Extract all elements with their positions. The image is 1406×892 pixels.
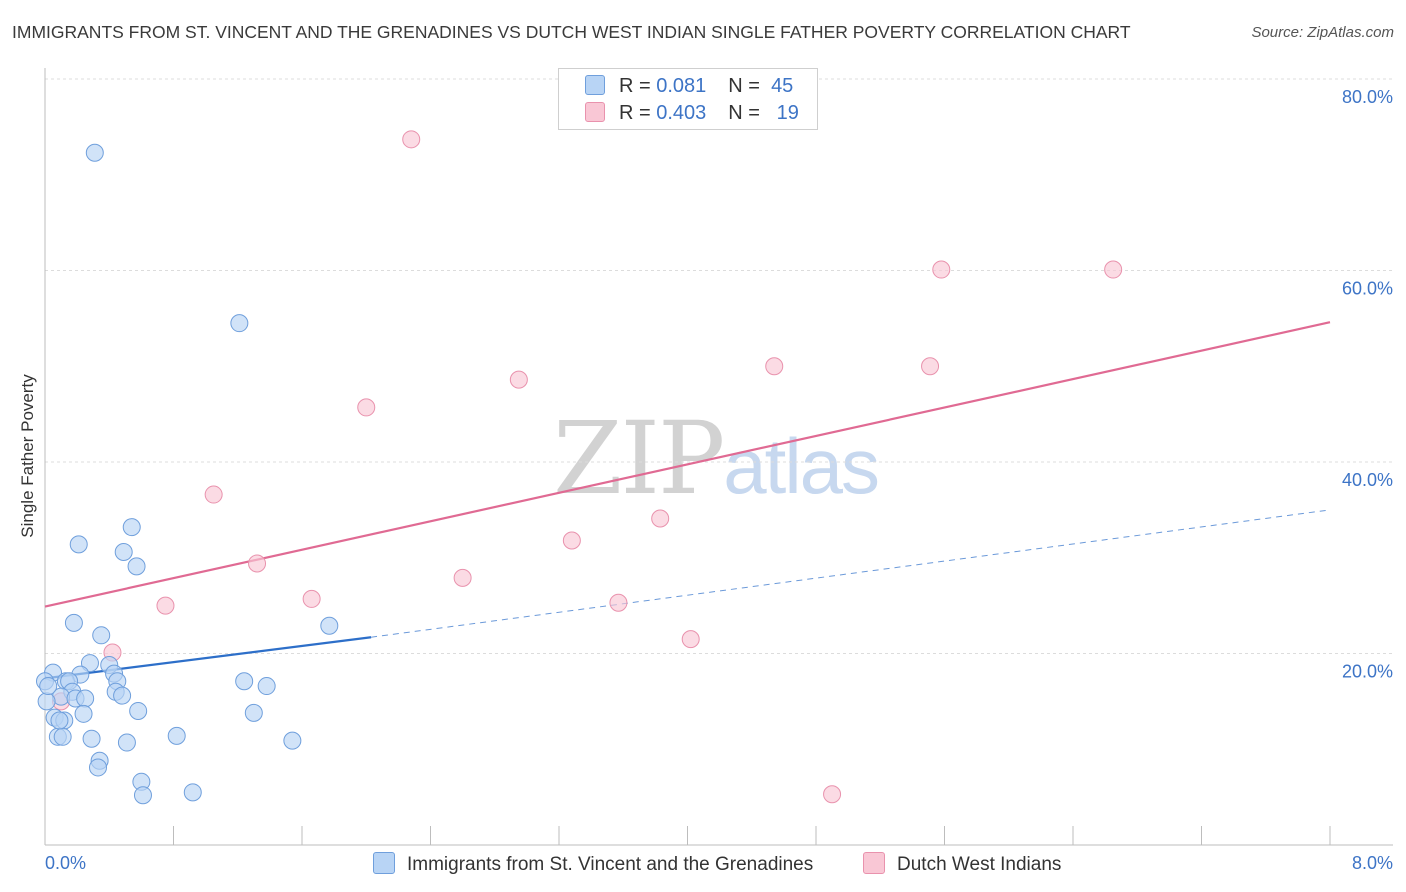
data-point-dutch-west-indians: [609, 593, 628, 612]
data-point-st-vincent: [53, 727, 72, 746]
data-point-st-vincent: [235, 672, 254, 691]
data-point-st-vincent: [183, 783, 202, 802]
data-point-dutch-west-indians: [357, 398, 376, 417]
legend-n-value: 19: [776, 102, 799, 124]
legend-r-label: R =: [619, 102, 651, 124]
data-point-st-vincent: [122, 518, 141, 537]
y-tick-label: 60.0%: [1342, 279, 1393, 299]
data-points: [36, 130, 1123, 805]
y-axis-label: Single Father Poverty: [18, 374, 37, 538]
legend-r-value: 0.403: [656, 102, 707, 124]
data-point-st-vincent: [133, 786, 152, 805]
legend-swatch-pink: [585, 102, 605, 122]
data-point-st-vincent: [69, 535, 88, 554]
data-point-st-vincent: [257, 677, 276, 696]
data-point-st-vincent: [80, 654, 99, 673]
series1-name: Immigrants from St. Vincent and the Gren…: [407, 854, 814, 875]
legend-row-series2: R = 0.403 N = 19: [585, 102, 799, 126]
legend-row-series1: R = 0.081 N = 45: [585, 75, 793, 99]
data-point-st-vincent: [50, 711, 69, 730]
data-point-dutch-west-indians: [453, 568, 472, 587]
data-point-st-vincent: [283, 731, 302, 750]
legend-r-label: R =: [619, 75, 651, 97]
source-label: Source: ZipAtlas.com: [1251, 24, 1394, 41]
y-tick-label: 20.0%: [1342, 662, 1393, 682]
data-point-dutch-west-indians: [1104, 260, 1123, 279]
data-point-st-vincent: [127, 557, 146, 576]
data-point-st-vincent: [89, 758, 108, 777]
legend-n-value: 45: [771, 75, 794, 97]
y-tick-label: 80.0%: [1342, 87, 1393, 107]
data-point-st-vincent: [129, 701, 148, 720]
legend-swatch-pink: [863, 852, 885, 874]
data-point-st-vincent: [117, 733, 136, 752]
data-point-dutch-west-indians: [156, 596, 175, 615]
chart-title: IMMIGRANTS FROM ST. VINCENT AND THE GREN…: [12, 22, 1131, 42]
data-point-dutch-west-indians: [402, 130, 421, 149]
trend-line-series1: [44, 636, 372, 680]
data-point-st-vincent: [64, 613, 83, 632]
y-tick-label: 40.0%: [1342, 470, 1393, 490]
correlation-legend: R = 0.081 N = 45 R = 0.403 N = 19: [558, 68, 818, 130]
data-point-st-vincent: [320, 616, 339, 635]
data-point-st-vincent: [82, 729, 101, 748]
data-point-dutch-west-indians: [204, 485, 223, 504]
data-point-st-vincent: [244, 703, 263, 722]
tick-labels: 20.0% 40.0% 60.0% 80.0% 0.0% 8.0%: [45, 87, 1393, 873]
series-legend-blue: Immigrants from St. Vincent and the Gren…: [373, 852, 813, 876]
data-point-st-vincent: [85, 143, 104, 162]
legend-r-value: 0.081: [656, 75, 707, 97]
watermark-atlas: atlas: [723, 422, 880, 510]
data-point-dutch-west-indians: [932, 260, 951, 279]
series-legend-pink: Dutch West Indians: [863, 852, 1061, 876]
watermark: ZIPatlas: [553, 400, 880, 517]
x-tick-label: 8.0%: [1352, 853, 1393, 873]
series2-name: Dutch West Indians: [897, 854, 1062, 875]
trend-lines: [44, 321, 1331, 680]
data-point-st-vincent: [92, 626, 111, 645]
legend-swatch-blue: [585, 75, 605, 95]
data-point-dutch-west-indians: [509, 370, 528, 389]
watermark-zip: ZIP: [553, 400, 725, 517]
data-point-dutch-west-indians: [248, 554, 267, 573]
gridlines: [45, 78, 1393, 654]
data-point-st-vincent: [37, 692, 56, 711]
data-point-st-vincent: [167, 726, 186, 745]
data-point-st-vincent: [113, 686, 132, 705]
trend-line-series2: [44, 321, 1331, 608]
data-point-dutch-west-indians: [681, 630, 700, 649]
data-point-st-vincent: [74, 704, 93, 723]
data-point-st-vincent: [76, 689, 95, 708]
data-point-st-vincent: [114, 543, 133, 562]
legend-n-label: N =: [728, 102, 760, 124]
data-point-dutch-west-indians: [651, 509, 670, 528]
data-point-st-vincent: [39, 677, 58, 696]
data-point-dutch-west-indians: [562, 531, 581, 550]
data-point-dutch-west-indians: [302, 589, 321, 608]
axes: [44, 68, 1393, 846]
x-tick-label: 0.0%: [45, 853, 86, 873]
legend-swatch-blue: [373, 852, 395, 874]
legend-n-label: N =: [728, 75, 760, 97]
data-point-dutch-west-indians: [921, 357, 940, 376]
data-point-st-vincent: [230, 314, 249, 333]
trend-line-series1-extension: [371, 509, 1331, 638]
data-point-dutch-west-indians: [823, 785, 842, 804]
data-point-dutch-west-indians: [765, 357, 784, 376]
